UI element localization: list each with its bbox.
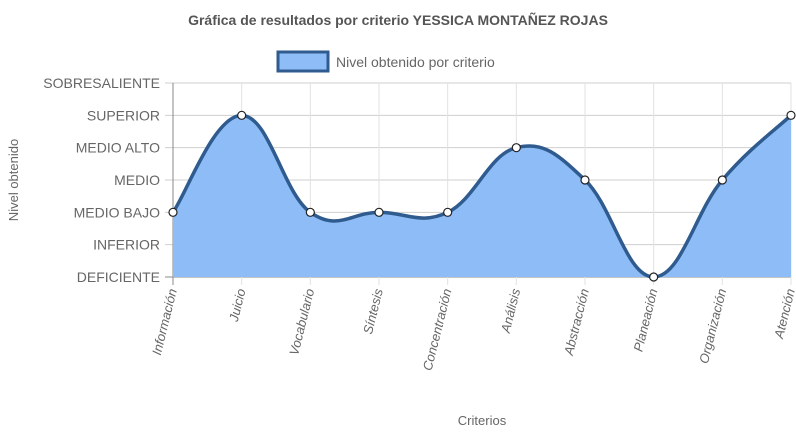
y-tick-label: DEFICIENTE [77, 269, 160, 285]
data-point[interactable]: Vocabulario: MEDIO BAJO [305, 207, 315, 217]
y-tick-label: MEDIO [114, 172, 160, 188]
data-point[interactable]: Atención: SUPERIOR [786, 110, 796, 120]
legend-label: Nivel obtenido por criterio [336, 54, 495, 70]
x-tick-label: Síntesis [360, 287, 386, 336]
x-tick-label: Juicio [226, 287, 249, 324]
x-tick-label: Análisis [498, 287, 524, 336]
x-tick-label: Atención [771, 287, 796, 341]
data-point[interactable]: Síntesis: MEDIO BAJO [374, 207, 384, 217]
legend-swatch [276, 50, 330, 73]
data-point[interactable]: Juicio: SUPERIOR [237, 110, 247, 120]
y-tick-label: MEDIO ALTO [76, 140, 160, 156]
chart-title: Gráfica de resultados por criterio YESSI… [188, 11, 608, 28]
y-tick-label: SOBRESALIENTE [43, 75, 160, 91]
series-area-fill [173, 115, 791, 277]
x-tick-label: Vocabulario [286, 287, 317, 357]
x-tick-label: Información [149, 287, 180, 357]
legend[interactable]: Nivel obtenido por criterio [276, 50, 495, 73]
y-axis-label: Nivel obtenido [6, 139, 21, 221]
series-line [171, 113, 793, 279]
x-tick-label: Concentración [420, 287, 455, 372]
x-tick-label: Abstracción [561, 287, 592, 358]
data-point[interactable]: Planeación: DEFICIENTE [649, 272, 659, 282]
x-tick-label: Organización [696, 287, 729, 365]
data-point[interactable]: Organización: MEDIO [717, 175, 727, 185]
y-tick-label: SUPERIOR [87, 107, 160, 123]
y-tick-label: MEDIO BAJO [74, 204, 160, 220]
data-point[interactable]: Información: MEDIO BAJO [168, 207, 178, 217]
data-point[interactable]: Abstracción: MEDIO [580, 175, 590, 185]
data-point[interactable]: Análisis: MEDIO ALTO [511, 143, 521, 153]
y-tick-label: INFERIOR [93, 237, 160, 253]
x-tick-label: Planeación [630, 287, 660, 353]
data-point[interactable]: Concentración: MEDIO BAJO [443, 207, 453, 217]
x-axis-label: Criterios [458, 413, 507, 428]
